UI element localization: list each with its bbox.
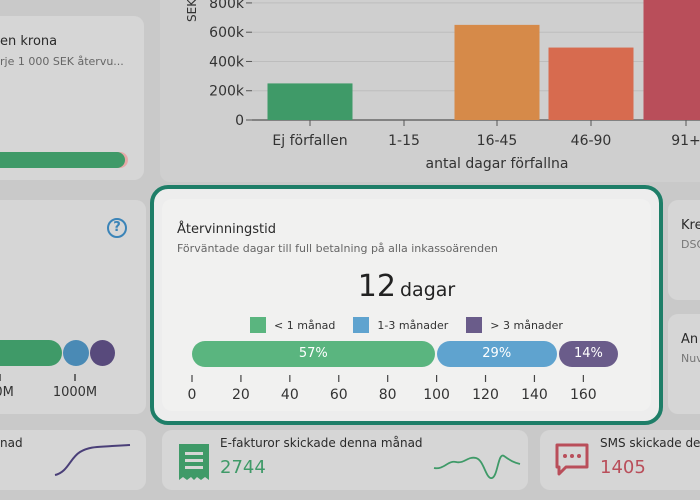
mini-bar-segment-2	[63, 340, 89, 366]
card-subtitle: DSO	[681, 238, 700, 251]
recovery-per-krona-card: en krona rje 1 000 SEK återvu...	[0, 16, 144, 180]
scale-tick-label: 0	[188, 387, 197, 403]
progress-fill	[0, 152, 125, 168]
legend-label: 1-3 månader	[377, 318, 449, 332]
recovery-time-card[interactable]: Återvinningstid Förväntade dagar till fu…	[150, 185, 663, 425]
card-title: An	[681, 332, 699, 347]
right-card-credit: Kre DSO	[668, 200, 700, 300]
y-tick-label: 800k	[209, 0, 245, 12]
days-unit: dagar	[399, 279, 456, 301]
mini-bar: 00M 1000M	[0, 340, 115, 400]
days-number: 12	[357, 269, 396, 304]
sparkline	[54, 444, 131, 476]
scale-tick-label: 100	[423, 387, 450, 403]
bottom-left-card: nad	[0, 430, 146, 490]
legend-swatch	[353, 317, 370, 333]
y-tick-label: 0	[235, 113, 244, 129]
card-title: SMS skickade den	[600, 436, 700, 450]
right-card-analysis: An Nuv	[668, 314, 700, 414]
segment-gt3: 14%	[558, 341, 619, 367]
card-title: E-fakturor skickade denna månad	[220, 436, 423, 450]
bar-0[interactable]	[267, 83, 353, 120]
legend-item-gt3: > 3 månader	[466, 317, 563, 333]
y-tick-label: 400k	[209, 54, 245, 70]
scale-tick-label: 40	[281, 387, 299, 403]
segment-lt1: 57%	[192, 341, 435, 367]
efaktura-count: 2744	[220, 457, 266, 478]
sms-card: SMS skickade den 1405	[540, 430, 700, 490]
x-tick-label: Ej förfallen	[272, 133, 347, 149]
scale-tick-label: 160	[570, 387, 597, 403]
legend-swatch	[250, 317, 267, 333]
bar-2[interactable]	[454, 24, 540, 120]
aging-bar-chart: SEK 0 200k 400k 600k 800k Ej förfallen 1-15 16…	[185, 0, 700, 172]
x-tick-label: 16-45	[477, 133, 518, 149]
y-axis-label: SEK	[185, 0, 199, 22]
segment-1to3: 29%	[436, 341, 557, 367]
card-subtitle: rje 1 000 SEK återvu...	[0, 55, 124, 68]
scale-tick-label: 80	[379, 387, 397, 403]
sms-count: 1405	[600, 457, 646, 478]
x-tick-label: 1-15	[388, 133, 420, 149]
help-icon[interactable]: ?	[107, 218, 127, 238]
scale-tick-label: 20	[232, 387, 250, 403]
scale-tick-label: 120	[472, 387, 499, 403]
efaktura-card: E-fakturor skickade denna månad 2744	[162, 430, 528, 490]
card-title: Kre	[681, 218, 700, 233]
mini-tick-label: 00M	[0, 385, 14, 400]
left-middle-card: ? 00M 1000M	[0, 200, 146, 414]
mini-bar-segment-3	[90, 340, 115, 366]
y-tick-label: 600k	[209, 25, 245, 41]
x-tick-label: 91+	[671, 133, 700, 149]
scale-tick-label: 140	[521, 387, 548, 403]
scale-tick-label: 60	[330, 387, 348, 403]
aging-chart-card: SEK 0 200k 400k 600k 800k Ej förfallen 1-15 16…	[160, 0, 700, 182]
legend-item-1to3: 1-3 månader	[353, 317, 448, 333]
legend-label: > 3 månader	[490, 318, 563, 332]
x-tick-label: 46-90	[571, 133, 612, 149]
chat-icon	[555, 443, 589, 476]
x-axis-label: antal dagar förfallna	[426, 156, 569, 172]
card-subtitle: Förväntade dagar till full betalning på …	[177, 242, 498, 255]
card-subtitle: Nuv	[681, 352, 700, 365]
card-title: nad	[0, 436, 23, 450]
card-title: Återvinningstid	[177, 222, 276, 237]
bar-4[interactable]	[643, 0, 700, 120]
sparkline	[433, 454, 521, 479]
day-scale-axis: 0 20 40 60 80 100 120 140 160	[188, 375, 597, 403]
mini-tick-label: 1000M	[53, 385, 97, 400]
receipt-icon	[179, 444, 209, 480]
legend-item-lt1: < 1 månad	[250, 317, 335, 333]
recovery-days-value: 12 dagar	[154, 269, 659, 304]
card-inner	[162, 199, 651, 411]
stacked-bar: 57% 29% 14%	[192, 341, 620, 367]
legend-label: < 1 månad	[274, 318, 336, 332]
legend-swatch	[466, 317, 483, 333]
legend: < 1 månad 1-3 månader > 3 månader	[154, 317, 659, 333]
card-title: en krona	[0, 34, 58, 49]
mini-bar-segment-1	[0, 340, 62, 366]
bar-3[interactable]	[548, 47, 634, 120]
y-tick-label: 200k	[209, 84, 245, 100]
